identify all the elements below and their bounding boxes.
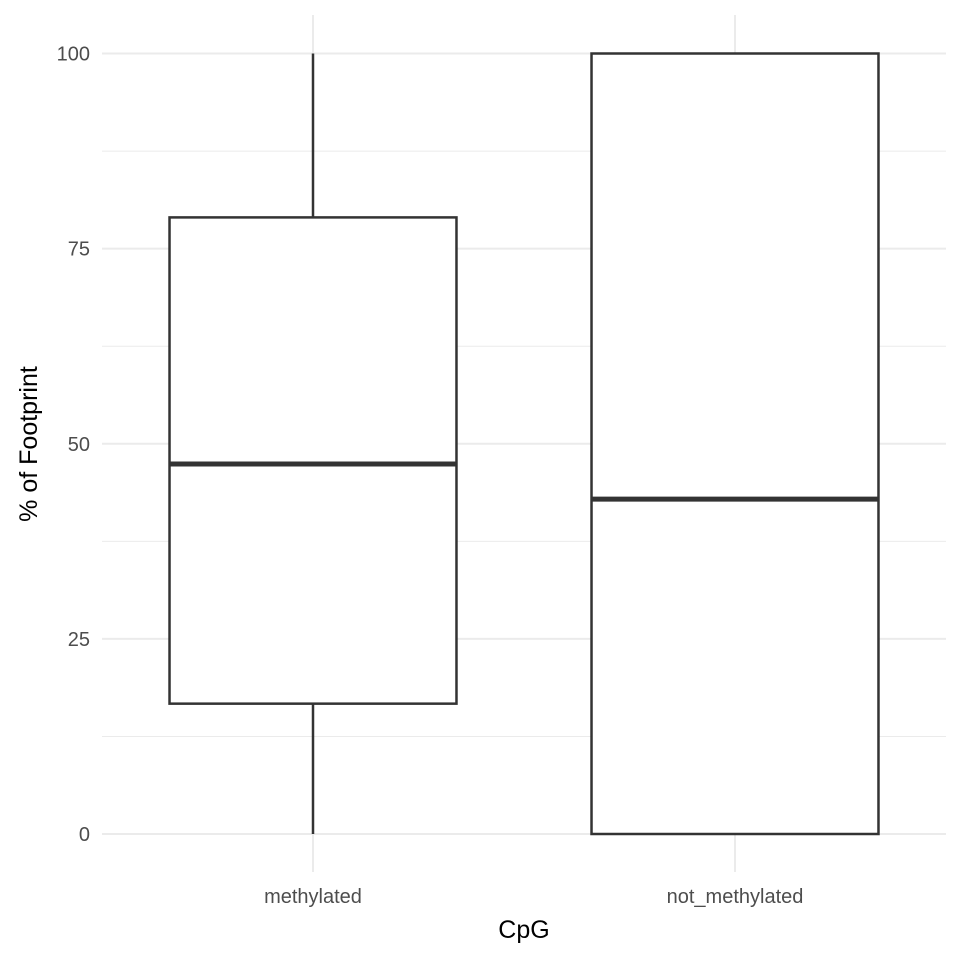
y-tick-label: 50 (68, 434, 90, 456)
boxes (168, 52, 880, 836)
x-tick-label: methylated (264, 886, 362, 908)
y-tick-label: 0 (79, 824, 90, 846)
x-tick-label: not_methylated (667, 886, 804, 908)
y-axis-title: % of Footprint (15, 366, 43, 522)
box-methylated (168, 53, 458, 834)
x-tick-labels: methylated not_methylated (264, 886, 803, 908)
box-not_methylated (590, 52, 880, 836)
x-axis-title: CpG (498, 916, 549, 944)
iqr-box (168, 216, 458, 705)
iqr-box (590, 52, 880, 836)
y-tick-labels: 0 25 50 75 100 (57, 44, 90, 847)
y-tick-label: 100 (57, 44, 90, 66)
y-tick-label: 75 (68, 239, 90, 261)
y-tick-label: 25 (68, 629, 90, 651)
